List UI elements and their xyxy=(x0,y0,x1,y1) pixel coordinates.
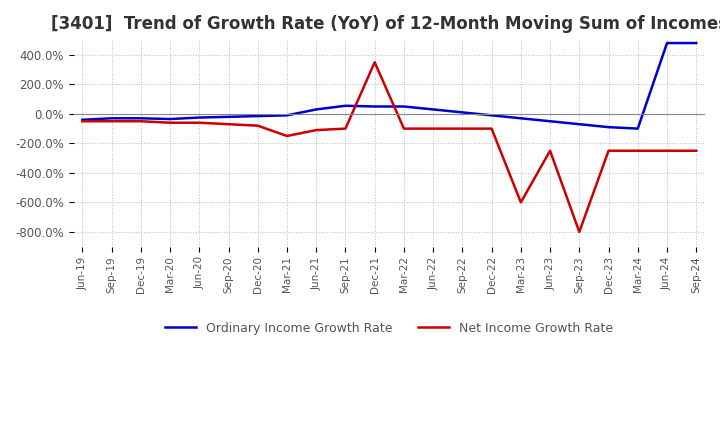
Ordinary Income Growth Rate xyxy=(634,126,642,131)
Ordinary Income Growth Rate xyxy=(458,110,467,115)
Ordinary Income Growth Rate xyxy=(224,114,233,119)
Net Income Growth Rate xyxy=(166,120,174,125)
Line: Net Income Growth Rate: Net Income Growth Rate xyxy=(82,62,696,232)
Net Income Growth Rate xyxy=(662,148,671,154)
Ordinary Income Growth Rate xyxy=(662,40,671,46)
Ordinary Income Growth Rate xyxy=(546,119,554,124)
Net Income Growth Rate xyxy=(429,126,438,131)
Net Income Growth Rate xyxy=(78,119,86,124)
Net Income Growth Rate xyxy=(546,148,554,154)
Net Income Growth Rate xyxy=(341,126,350,131)
Ordinary Income Growth Rate xyxy=(312,107,320,112)
Ordinary Income Growth Rate xyxy=(370,104,379,109)
Ordinary Income Growth Rate xyxy=(166,117,174,122)
Net Income Growth Rate xyxy=(516,200,525,205)
Ordinary Income Growth Rate xyxy=(692,40,701,46)
Ordinary Income Growth Rate xyxy=(516,116,525,121)
Net Income Growth Rate xyxy=(458,126,467,131)
Net Income Growth Rate xyxy=(575,229,584,235)
Net Income Growth Rate xyxy=(312,128,320,133)
Net Income Growth Rate xyxy=(107,119,116,124)
Net Income Growth Rate xyxy=(604,148,613,154)
Net Income Growth Rate xyxy=(195,120,204,125)
Net Income Growth Rate xyxy=(634,148,642,154)
Net Income Growth Rate xyxy=(137,119,145,124)
Ordinary Income Growth Rate xyxy=(253,114,262,119)
Net Income Growth Rate xyxy=(370,59,379,65)
Net Income Growth Rate xyxy=(283,133,292,139)
Net Income Growth Rate xyxy=(253,123,262,128)
Title: [3401]  Trend of Growth Rate (YoY) of 12-Month Moving Sum of Incomes: [3401] Trend of Growth Rate (YoY) of 12-… xyxy=(50,15,720,33)
Ordinary Income Growth Rate xyxy=(78,117,86,122)
Ordinary Income Growth Rate xyxy=(400,104,408,109)
Line: Ordinary Income Growth Rate: Ordinary Income Growth Rate xyxy=(82,43,696,128)
Ordinary Income Growth Rate xyxy=(195,115,204,120)
Ordinary Income Growth Rate xyxy=(137,116,145,121)
Ordinary Income Growth Rate xyxy=(487,113,496,118)
Ordinary Income Growth Rate xyxy=(283,113,292,118)
Net Income Growth Rate xyxy=(692,148,701,154)
Legend: Ordinary Income Growth Rate, Net Income Growth Rate: Ordinary Income Growth Rate, Net Income … xyxy=(161,316,618,340)
Ordinary Income Growth Rate xyxy=(107,116,116,121)
Net Income Growth Rate xyxy=(400,126,408,131)
Ordinary Income Growth Rate xyxy=(604,125,613,130)
Ordinary Income Growth Rate xyxy=(341,103,350,108)
Net Income Growth Rate xyxy=(224,121,233,127)
Net Income Growth Rate xyxy=(487,126,496,131)
Ordinary Income Growth Rate xyxy=(429,107,438,112)
Ordinary Income Growth Rate xyxy=(575,121,584,127)
